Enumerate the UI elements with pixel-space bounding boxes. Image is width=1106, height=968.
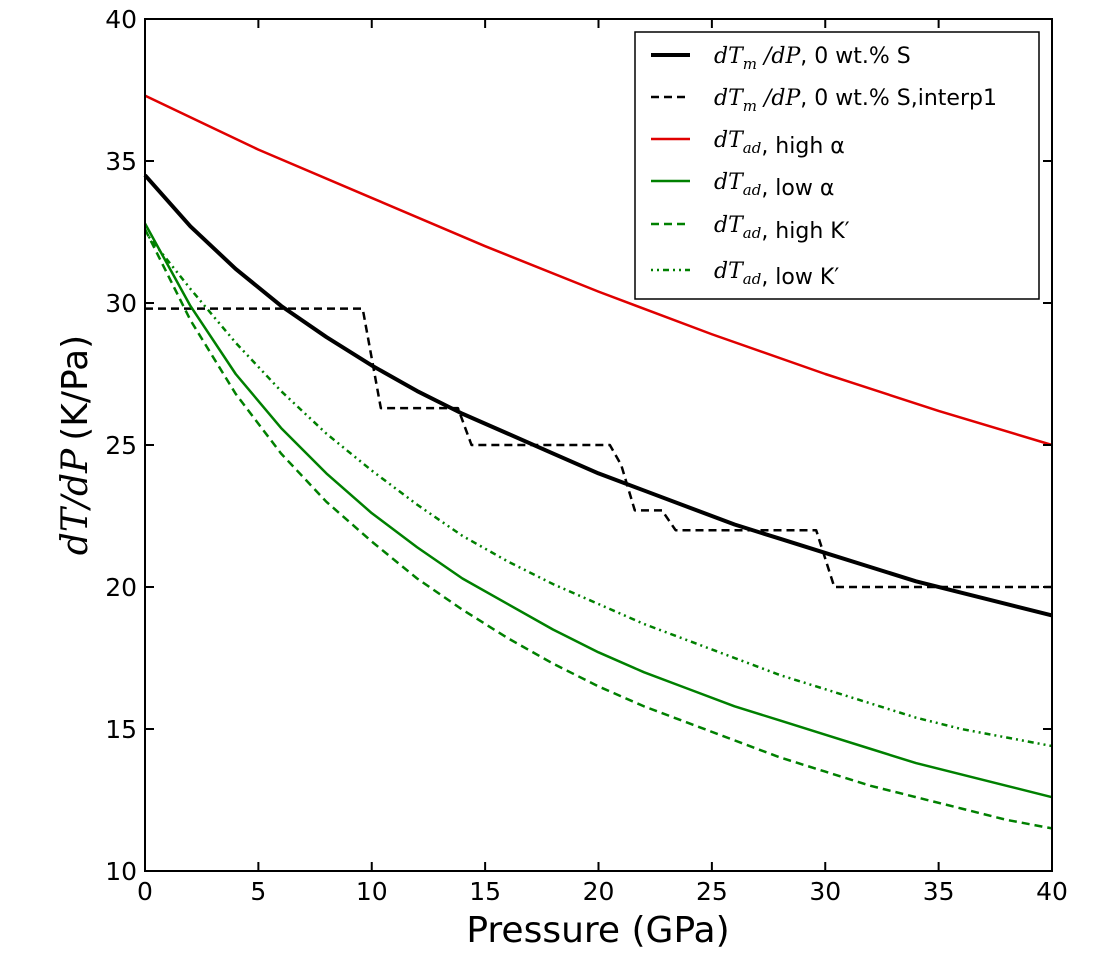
series-line-1 [143,173,1053,618]
legend-label-subscript: ad [743,139,762,157]
y-tick-label: 25 [105,431,137,460]
x-tick-label: 10 [356,877,388,906]
legend-label-math: dT [714,259,745,284]
legend-label-4: dTad, low α [714,170,834,201]
legend-label-math: dT [714,44,745,69]
x-tick-label: 20 [583,877,615,906]
y-tick-label: 20 [105,573,137,602]
legend-label-text: , high K′ [761,219,849,244]
series-line-2 [145,307,1052,589]
legend-label-math: dT [714,170,745,195]
x-axis-label: Pressure (GPa) [466,910,729,951]
legend-label-text: , 0 wt.% S,interp1 [800,86,997,111]
legend-label-5: dTad, high K′ [714,213,850,244]
series-line-4 [143,222,1053,799]
series-line-6 [144,231,1053,748]
legend-label-subscript: m [743,97,757,115]
legend-label-subscript: m [743,55,757,73]
y-axis-label: dT/dP (K/Pa) [55,335,96,555]
x-tick-label: 25 [696,877,728,906]
x-tick-label: 40 [1036,877,1068,906]
legend-label-math: dT [714,86,745,111]
x-tick-label: 30 [809,877,841,906]
legend-label-math: dT [714,128,745,153]
y-tick-label: 40 [105,5,137,34]
y-tick-label: 10 [105,857,137,886]
legend-label-subscript: ad [743,270,762,288]
x-tick-label: 35 [923,877,955,906]
y-axis-label-unit: (K/Pa) [55,335,96,441]
legend-label-text: , low K′ [761,265,839,290]
legend-label-1: dTm /dP, 0 wt.% S [714,44,911,73]
x-tick-label: 15 [469,877,501,906]
series-layer [143,94,1053,830]
legend-label-2: dTm /dP, 0 wt.% S,interp1 [714,86,997,115]
legend-label-text: , 0 wt.% S [800,44,910,69]
legend-label-subscript: ad [743,181,762,199]
legend-label-text: , low α [761,176,834,201]
legend-label-subscript: ad [743,224,762,242]
series-line-5 [143,228,1053,830]
legend-label-6: dTad, low K′ [714,259,839,290]
y-tick-label: 35 [105,147,137,176]
legend-label-math: dT [714,213,745,238]
legend-label-3: dTad, high α [714,128,845,159]
y-axis-label-math: dT/dP [55,448,96,555]
y-tick-label: 30 [105,289,137,318]
series-line-3 [144,94,1053,447]
x-tick-label: 0 [137,877,153,906]
ticks-layer: 0 5 10 15 20 25 30 35 40 10 15 20 25 30 35 40 [105,5,1068,906]
x-tick-label: 5 [250,877,266,906]
legend-label-text: , high α [761,134,844,159]
y-tick-label: 15 [105,715,137,744]
legend-label-math-rest: /dP [757,44,801,69]
legend-box [634,31,1040,300]
legend-label-math-rest: /dP [757,86,801,111]
